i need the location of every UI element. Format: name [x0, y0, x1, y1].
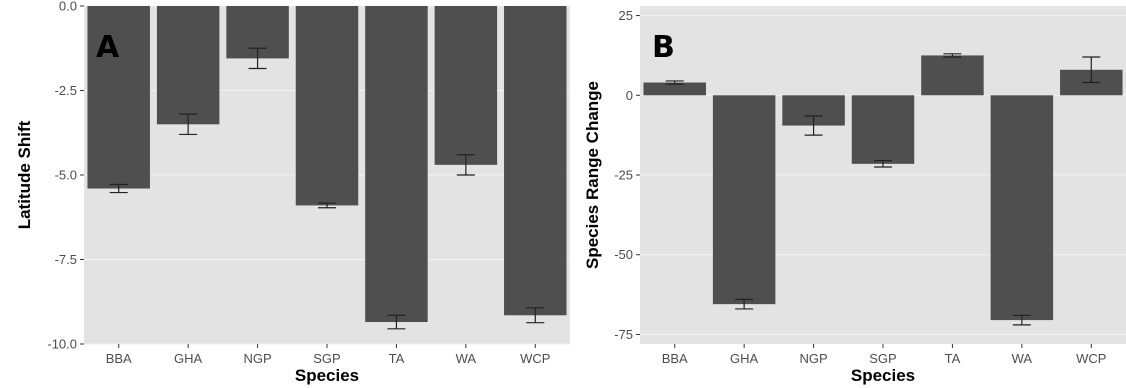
panel-a-x-tick-label-ngp: NGP: [243, 351, 271, 366]
panel-b-x-tick-label-wcp: WCP: [1076, 351, 1106, 366]
panel-a-y-tick-label: -5.0: [55, 168, 77, 183]
panel-a-bar-wcp: [504, 6, 567, 316]
panel-a-tag: A: [96, 30, 120, 65]
panel-b-x-tick-label-gha: GHA: [730, 351, 759, 366]
panel-b-x-tick-label-wa: WA: [1012, 351, 1033, 366]
panel-a-y-tick-label: 0.0: [59, 0, 77, 14]
panel-b-bar-ta: [921, 55, 984, 96]
panel-a-x-tick-label-gha: GHA: [174, 351, 203, 366]
panel-b-error-bar-wa: [1012, 314, 1031, 326]
panel-b-bar-wa: [990, 95, 1054, 321]
panel-b-y-tick-label: -75: [614, 327, 633, 342]
panel-a-x-axis-title: Species: [295, 366, 359, 385]
panel-a-y-axis: 0.0 -2.5 -5.0 -7.5 -10.0: [47, 0, 84, 352]
panel-b-error-bar-gha: [735, 298, 754, 310]
panel-b-y-axis: 25 0 -25 -50 -75: [614, 8, 640, 342]
panel-b-x-tick-label-ta: TA: [945, 351, 961, 366]
panel-a-x-tick-label-wa: WA: [456, 351, 477, 366]
panel-a-y-tick-label: -10.0: [47, 337, 77, 352]
panel-b-y-tick-label: -25: [614, 168, 633, 183]
panel-a-error-bar-wcp: [526, 307, 545, 324]
panel-a-error-bar-bba: [109, 183, 128, 194]
panel-b-bars: [640, 15, 1126, 335]
panel-b-chart: 25 0 -25 -50 -75 BBA GHA NGP SGP TA WA WCP B Speci…: [583, 6, 1126, 385]
panel-a-chart: 0.0 -2.5 -5.0 -7.5 -10.0 BBA GHA NGP SGP TA WA WCP…: [15, 0, 570, 385]
panel-a-x-tick-label-ta: TA: [389, 351, 405, 366]
panel-b-x-tick-label-sgp: SGP: [869, 351, 896, 366]
panel-a-x-tick-label-sgp: SGP: [313, 351, 340, 366]
panel-b-bar-gha: [712, 95, 776, 305]
panel-b-x-tick-label-ngp: NGP: [799, 351, 827, 366]
panel-a-bar-wa: [434, 6, 498, 165]
panel-b-y-tick-label: -50: [614, 247, 633, 262]
panel-a-y-tick-label: -7.5: [55, 252, 77, 267]
panel-b-error-bar-sgp: [874, 160, 892, 168]
panel-b-bar-bba: [643, 82, 706, 96]
panel-b-x-tick-label-bba: BBA: [662, 351, 688, 366]
panel-a-bar-ta: [365, 6, 428, 323]
panel-b-tag: B: [652, 30, 675, 65]
panel-b-x-axis: BBA GHA NGP SGP TA WA WCP: [662, 344, 1106, 366]
panel-a-y-axis-title: Latitude Shift: [15, 120, 34, 229]
panel-a-bar-gha: [156, 6, 220, 125]
panel-a-y-tick-label: -2.5: [55, 83, 77, 98]
panel-a-bar-sgp: [295, 6, 359, 206]
panel-b-error-bar-bba: [665, 80, 684, 85]
panel-a-x-tick-label-wcp: WCP: [520, 351, 550, 366]
panel-a-error-bar-ngp: [248, 47, 267, 70]
panel-b-error-bar-wcp: [1082, 56, 1101, 84]
panel-a-error-bar-ta: [387, 314, 406, 330]
panel-b-y-tick-label: 25: [619, 8, 633, 23]
panel-b-x-axis-title: Species: [851, 366, 915, 385]
panel-b-y-axis-title: Species Range Change: [583, 81, 602, 269]
panel-b-y-tick-label: 0: [626, 88, 633, 103]
panel-a-error-bar-gha: [179, 113, 198, 136]
panel-a-x-axis: BBA GHA NGP SGP TA WA WCP: [106, 344, 550, 366]
panel-b-error-bar-ngp: [804, 115, 823, 136]
panel-a-error-bar-wa: [456, 154, 475, 176]
panel-b-error-bar-ta: [943, 53, 962, 58]
panel-b-bar-sgp: [851, 95, 915, 164]
panel-a-error-bar-sgp: [318, 202, 336, 209]
panel-a-x-tick-label-bba: BBA: [106, 351, 132, 366]
panel-a-bar-bba: [87, 6, 150, 189]
panel-a-bars: [84, 5, 570, 345]
